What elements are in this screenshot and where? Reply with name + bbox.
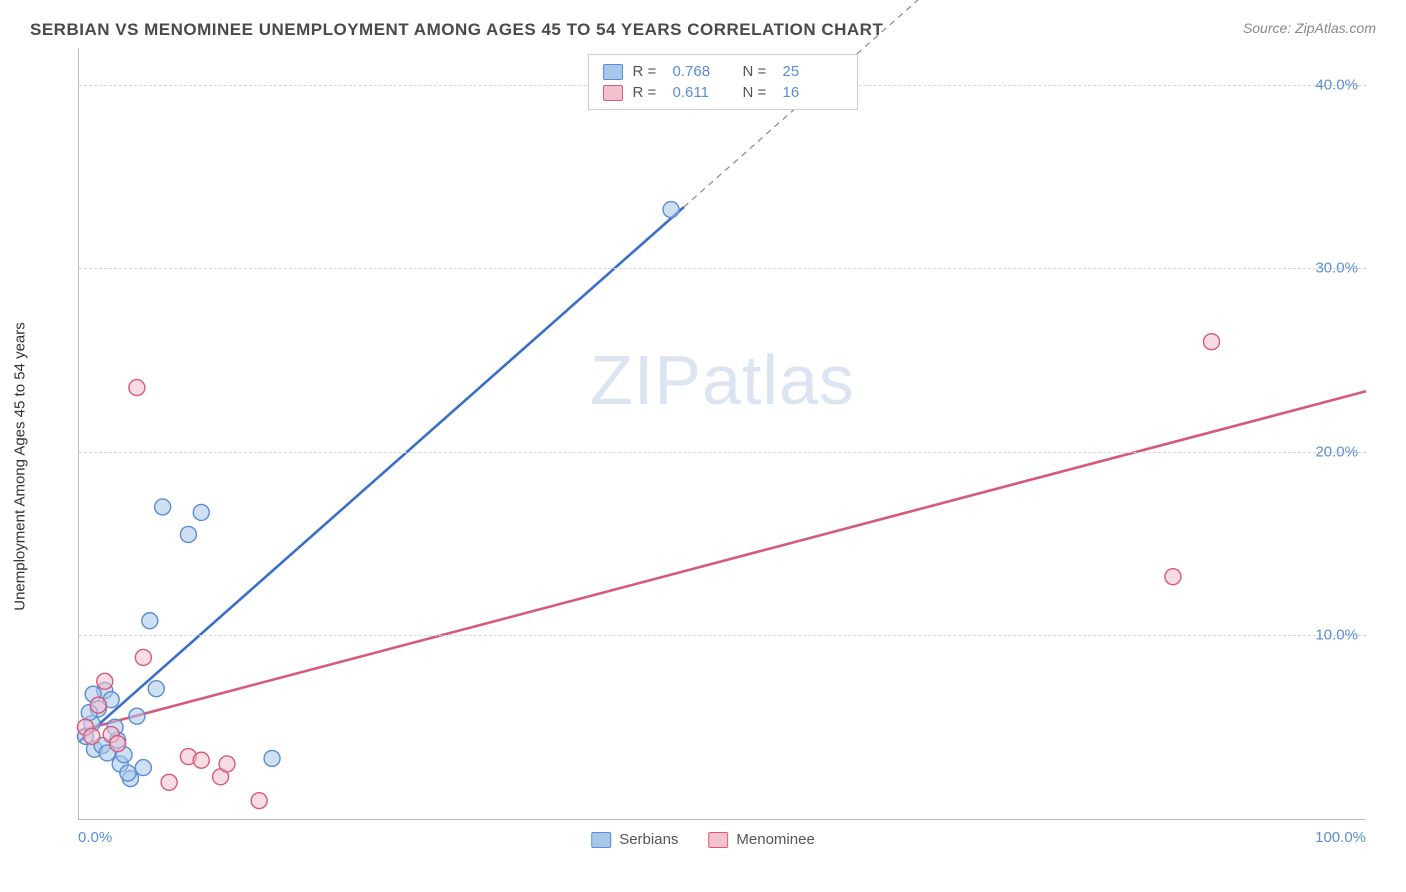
y-tick-label: 10.0% [1315, 627, 1358, 644]
plot-svg [79, 48, 1366, 819]
data-point [135, 649, 151, 665]
data-point [129, 380, 145, 396]
legend-r-label: R = [633, 63, 663, 80]
data-point [120, 765, 136, 781]
data-point [663, 202, 679, 218]
data-point [251, 793, 267, 809]
chart-source: Source: ZipAtlas.com [1243, 20, 1376, 36]
legend-n-value: 16 [783, 84, 843, 101]
legend-n-label: N = [743, 84, 773, 101]
chart-area: Unemployment Among Ages 45 to 54 years Z… [30, 48, 1376, 868]
series-legend: Serbians Menominee [591, 831, 815, 848]
legend-swatch [603, 64, 623, 80]
data-point [1165, 569, 1181, 585]
y-tick-label: 30.0% [1315, 260, 1358, 277]
y-tick-label: 20.0% [1315, 443, 1358, 460]
data-point [97, 673, 113, 689]
trend-line [79, 391, 1366, 731]
data-point [129, 708, 145, 724]
chart-header: SERBIAN VS MENOMINEE UNEMPLOYMENT AMONG … [30, 20, 1376, 40]
legend-label: Serbians [619, 831, 678, 848]
series-legend-item: Menominee [708, 831, 814, 848]
legend-row: R = 0.768 N = 25 [603, 61, 843, 82]
legend-row: R = 0.611 N = 16 [603, 82, 843, 103]
data-point [193, 504, 209, 520]
legend-n-value: 25 [783, 63, 843, 80]
correlation-legend: R = 0.768 N = 25 R = 0.611 N = 16 [588, 54, 858, 110]
series-legend-item: Serbians [591, 831, 678, 848]
x-tick-label: 0.0% [78, 829, 112, 846]
legend-r-value: 0.611 [673, 84, 733, 101]
data-point [264, 750, 280, 766]
data-point [142, 613, 158, 629]
data-point [84, 728, 100, 744]
chart-title: SERBIAN VS MENOMINEE UNEMPLOYMENT AMONG … [30, 20, 883, 40]
data-point [90, 697, 106, 713]
data-point [180, 526, 196, 542]
y-axis-label: Unemployment Among Ages 45 to 54 years [12, 322, 29, 611]
data-point [1204, 334, 1220, 350]
legend-r-label: R = [633, 84, 663, 101]
legend-swatch [603, 85, 623, 101]
trend-line [79, 207, 684, 742]
data-point [135, 760, 151, 776]
legend-swatch [591, 832, 611, 848]
data-point [193, 752, 209, 768]
legend-n-label: N = [743, 63, 773, 80]
legend-swatch [708, 832, 728, 848]
legend-r-value: 0.768 [673, 63, 733, 80]
data-point [219, 756, 235, 772]
data-point [148, 681, 164, 697]
legend-label: Menominee [736, 831, 814, 848]
y-tick-label: 40.0% [1315, 76, 1358, 93]
data-point [110, 736, 126, 752]
x-tick-label: 100.0% [1315, 829, 1366, 846]
data-point [155, 499, 171, 515]
chart-container: SERBIAN VS MENOMINEE UNEMPLOYMENT AMONG … [0, 0, 1406, 892]
data-point [161, 774, 177, 790]
plot-region: ZIPatlas R =0.768N =25R =0.611N =16 10.0… [78, 48, 1366, 820]
